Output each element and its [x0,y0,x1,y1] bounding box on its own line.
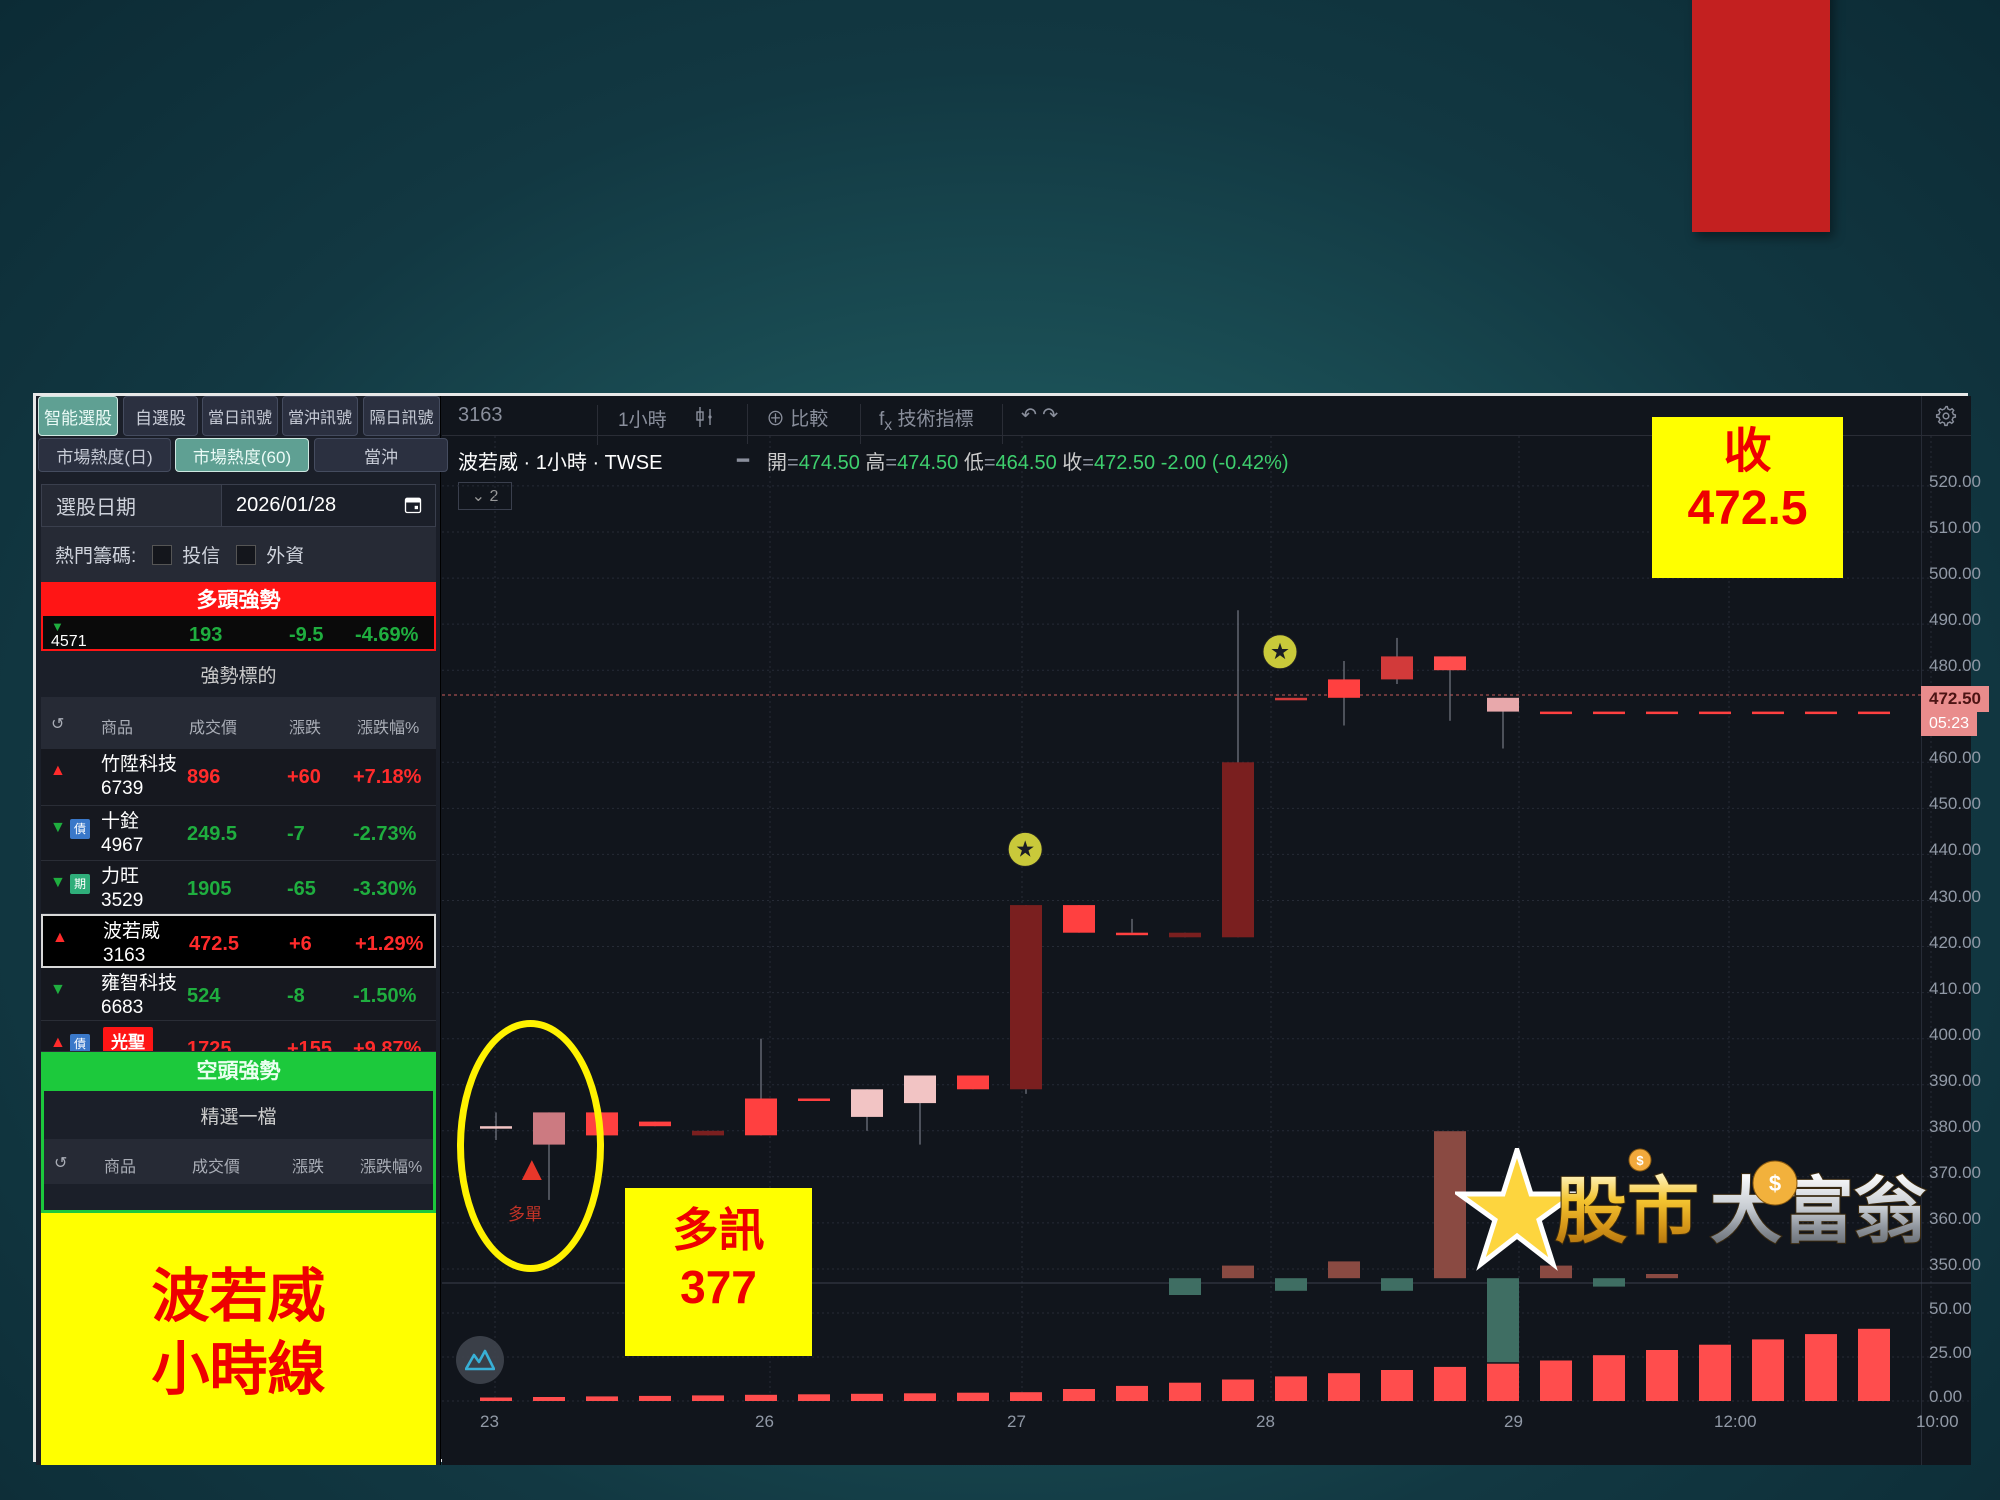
svg-text:股市: 股市 [1555,1172,1699,1252]
svg-text:$: $ [1769,1171,1781,1196]
svg-text:$: $ [1636,1153,1644,1168]
svg-text:大富翁: 大富翁 [1710,1172,1926,1252]
